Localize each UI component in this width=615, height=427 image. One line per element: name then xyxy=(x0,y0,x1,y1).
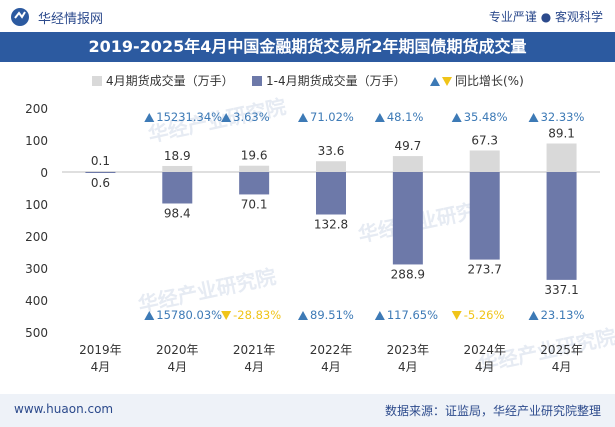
yoy-up-triangle-icon xyxy=(374,311,385,320)
yoy-down-triangle-icon xyxy=(221,311,232,320)
x-tick-label-year: 2024年 xyxy=(463,343,506,357)
y-tick-label: 100 xyxy=(25,134,48,148)
yoy-up-triangle-icon xyxy=(528,113,539,122)
bar-cumulative xyxy=(469,172,500,260)
bar-april xyxy=(316,161,346,172)
y-tick-label: 0 xyxy=(40,166,48,180)
yoy-label-april: 3.63% xyxy=(233,110,270,124)
brand-name: 华经情报网 xyxy=(38,12,104,27)
x-tick-label-year: 2021年 xyxy=(233,343,276,357)
yoy-label-april: 48.1% xyxy=(387,110,424,124)
chart-title: 2019-2025年4月中国金融期货交易所2年期国债期货成交量 xyxy=(88,37,527,56)
legend-swatch-cumulative xyxy=(252,76,262,86)
footer-bar: www.huaon.com 数据来源：证监局，华经产业研究院整理 xyxy=(0,394,615,427)
bar-april xyxy=(162,165,193,172)
bar-cumulative xyxy=(239,172,270,195)
x-tick-label-month: 4月 xyxy=(321,360,341,374)
data-label-cumulative: 337.1 xyxy=(544,283,578,297)
legend-label-cumulative: 1-4月期货成交量（万手） xyxy=(266,73,406,88)
x-tick-label-month: 4月 xyxy=(91,360,111,374)
legend-label-yoy: 同比增长(%) xyxy=(455,74,524,88)
data-label-cumulative: 0.6 xyxy=(91,176,110,190)
y-tick-label: 100 xyxy=(25,198,48,212)
tagline: 专业严谨 ● 客观科学 xyxy=(488,10,603,24)
data-label-cumulative: 70.1 xyxy=(241,197,268,211)
data-label-april: 89.1 xyxy=(548,126,575,140)
bar-cumulative xyxy=(85,172,116,173)
x-tick-label-year: 2020年 xyxy=(156,343,199,357)
legend-swatch-april xyxy=(92,76,102,86)
yoy-up-triangle-icon xyxy=(221,113,232,122)
bar-april xyxy=(239,165,270,172)
legend-up-triangle-icon xyxy=(430,77,440,86)
yoy-label-april: 35.48% xyxy=(464,110,508,124)
bar-cumulative xyxy=(392,172,423,265)
yoy-label-april: 15231.34% xyxy=(156,110,222,124)
x-tick-label-month: 4月 xyxy=(244,360,264,374)
yoy-label-cumulative: 89.51% xyxy=(310,308,354,322)
legend-down-triangle-icon xyxy=(442,77,452,86)
footer-source: 数据来源：证监局，华经产业研究院整理 xyxy=(384,404,601,418)
data-label-april: 18.9 xyxy=(164,149,191,163)
x-tick-label-month: 4月 xyxy=(475,360,495,374)
legend-label-april: 4月期货成交量（万手） xyxy=(106,73,234,88)
x-tick-label-month: 4月 xyxy=(167,360,187,374)
yoy-up-triangle-icon xyxy=(144,311,155,320)
x-tick-label-month: 4月 xyxy=(552,360,572,374)
y-tick-label: 500 xyxy=(25,326,48,340)
yoy-up-triangle-icon xyxy=(298,311,308,320)
x-tick-label-month: 4月 xyxy=(398,360,418,374)
yoy-down-triangle-icon xyxy=(451,311,462,320)
data-label-april: 19.6 xyxy=(241,149,268,163)
bar-april xyxy=(392,156,423,172)
data-label-april: 49.7 xyxy=(394,139,421,153)
data-label-april: 33.6 xyxy=(318,144,345,158)
yoy-up-triangle-icon xyxy=(451,113,462,122)
yoy-label-cumulative: 23.13% xyxy=(541,308,585,322)
yoy-up-triangle-icon xyxy=(374,113,385,122)
data-label-cumulative: 132.8 xyxy=(314,217,348,231)
yoy-label-cumulative: -5.26% xyxy=(464,308,505,322)
bar-april xyxy=(85,171,116,172)
bar-april xyxy=(469,150,500,172)
bar-cumulative xyxy=(316,172,346,215)
yoy-up-triangle-icon xyxy=(144,113,155,122)
yoy-label-cumulative: 117.65% xyxy=(387,308,438,322)
logo-icon xyxy=(11,8,29,26)
yoy-up-triangle-icon xyxy=(298,113,308,122)
bar-cumulative xyxy=(162,172,193,204)
bar-cumulative xyxy=(546,172,577,280)
x-tick-label-year: 2023年 xyxy=(387,343,430,357)
bar-april xyxy=(546,143,577,172)
footer-url: www.huaon.com xyxy=(14,402,114,416)
data-label-cumulative: 98.4 xyxy=(164,206,191,220)
yoy-label-april: 32.33% xyxy=(541,110,585,124)
x-tick-label-year: 2019年 xyxy=(79,343,122,357)
data-label-april: 67.3 xyxy=(471,133,498,147)
x-tick-label-year: 2022年 xyxy=(310,343,353,357)
yoy-up-triangle-icon xyxy=(528,311,539,320)
yoy-label-cumulative: 15780.03% xyxy=(156,308,222,322)
yoy-label-cumulative: -28.83% xyxy=(233,308,281,322)
yoy-label-april: 71.02% xyxy=(310,110,354,124)
title-bar: 2019-2025年4月中国金融期货交易所2年期国债期货成交量 xyxy=(0,32,615,62)
y-tick-label: 200 xyxy=(25,102,48,116)
data-label-cumulative: 288.9 xyxy=(391,267,425,281)
data-label-april: 0.1 xyxy=(91,154,110,168)
y-tick-label: 200 xyxy=(25,230,48,244)
y-tick-label: 300 xyxy=(25,262,48,276)
top-bar: 华经情报网 专业严谨 ● 客观科学 xyxy=(0,0,615,32)
x-tick-label-year: 2025年 xyxy=(540,343,583,357)
data-label-cumulative: 273.7 xyxy=(468,263,502,277)
y-tick-label: 400 xyxy=(25,294,48,308)
